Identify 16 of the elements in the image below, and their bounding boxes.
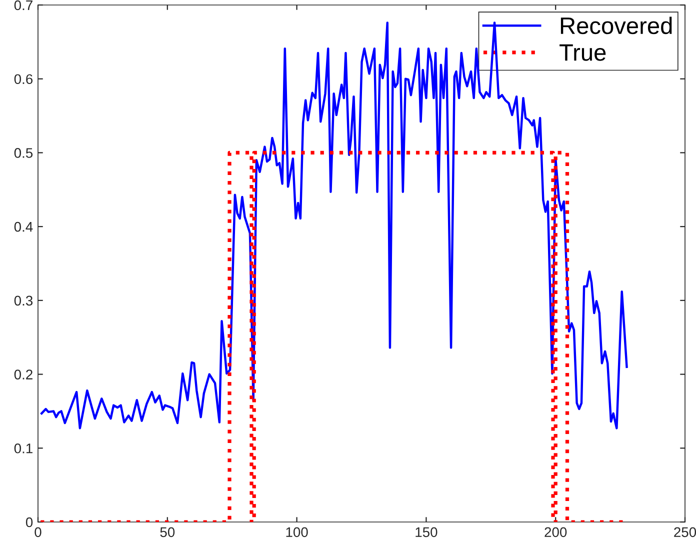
legend-label: True [560, 44, 606, 61]
x-tick-label: 200 [544, 527, 567, 538]
x-tick-label: 150 [416, 527, 438, 538]
x-tick-label: 100 [286, 527, 308, 538]
legend-label: Recovered [560, 16, 672, 34]
y-tick-label: 0.2 [14, 370, 32, 380]
y-tick-label: 0 [26, 517, 33, 528]
y-tick-label: 0.3 [14, 296, 33, 306]
y-tick-label: 0.5 [14, 148, 33, 158]
y-tick-label: 0.4 [14, 222, 33, 232]
x-tick-label: 250 [674, 527, 696, 538]
y-tick-label: 0.6 [14, 74, 33, 84]
x-tick-label: 50 [160, 527, 175, 538]
x-tick-label: 0 [34, 527, 42, 538]
y-tick-label: 0.1 [14, 443, 32, 454]
y-tick-label: 0.7 [14, 0, 32, 10]
